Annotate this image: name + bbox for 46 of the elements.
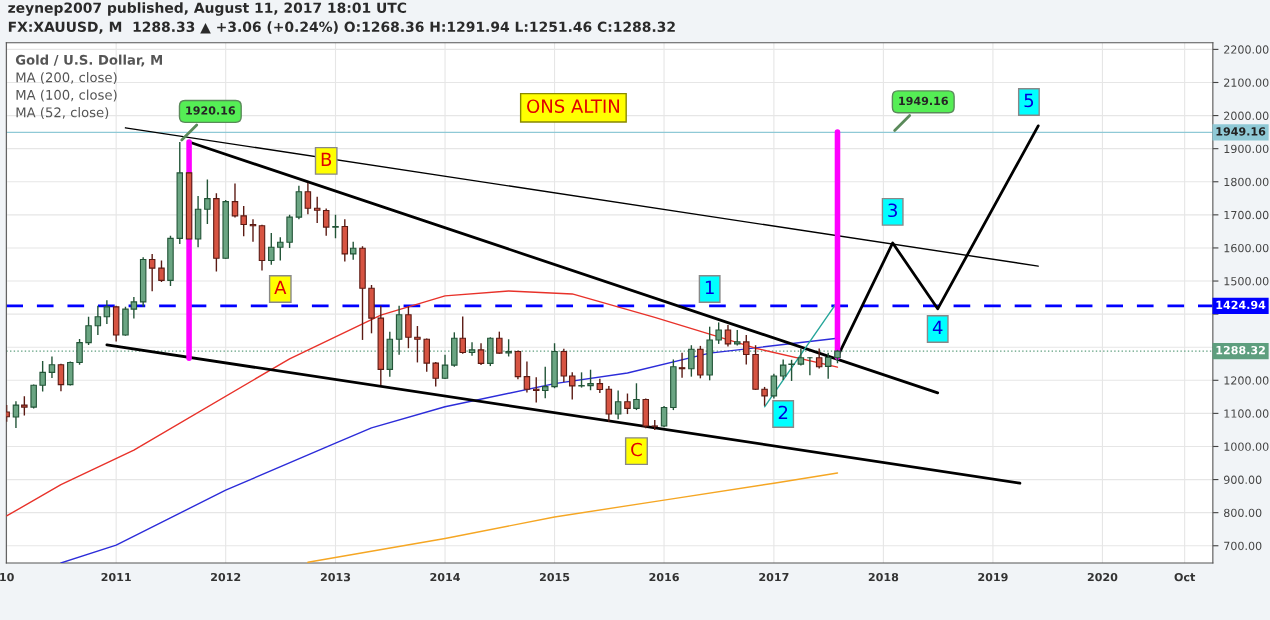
- x-tick-label: 2013: [320, 572, 351, 582]
- y-tick-label: 1900.00: [1224, 144, 1269, 154]
- annotation: 3: [888, 203, 897, 218]
- x-tick-label: 2015: [539, 572, 570, 582]
- ref-line-label: 1424.94: [1216, 300, 1266, 310]
- text: ONS ALTIN: [527, 99, 619, 114]
- annotation: 1949.16: [899, 96, 948, 106]
- x-tick-label: 2011: [101, 572, 131, 582]
- annotation: 1: [705, 280, 714, 294]
- y-tick-label: 2000.00: [1224, 111, 1269, 120]
- y-tick-label: 1500.00: [1224, 277, 1269, 286]
- y-tick-label: 1200.00: [1224, 376, 1269, 385]
- y-tick-label: 1000.00: [1224, 442, 1269, 451]
- x-tick-label: 10: [0, 572, 14, 582]
- y-tick-label: 700.00: [1224, 541, 1262, 551]
- x-tick-label: 2016: [649, 572, 679, 582]
- y-tick-label: 800.00: [1224, 508, 1262, 518]
- x-tick-label: 2019: [978, 572, 1008, 582]
- annotation: MA (200, close): [16, 72, 117, 84]
- annotation: MA (100, close): [16, 89, 117, 102]
- y-tick-label: 1600.00: [1224, 243, 1269, 253]
- ref-line-label: 1949.16: [1216, 127, 1266, 136]
- y-tick-label: 2100.00: [1224, 78, 1269, 87]
- x-tick-label: Oct: [1174, 572, 1196, 582]
- annotation: 5: [1024, 93, 1034, 108]
- y-tick-label: 900.00: [1223, 475, 1262, 484]
- y-tick-label: 2200.00: [1224, 45, 1269, 54]
- x-tick-label: 2018: [868, 572, 899, 582]
- annotation: Gold / U.S. Dollar, M: [15, 54, 162, 67]
- y-tick-label: 1700.00: [1224, 210, 1269, 220]
- x-tick-label: 2014: [430, 572, 460, 582]
- annotation: 2: [778, 405, 788, 420]
- text: zeynep2007 published, August 11, 2017 18:01 UTC: [8, 2, 407, 16]
- x-tick-label: 2012: [211, 572, 241, 582]
- annotation: MA (52, close): [16, 107, 109, 119]
- ref-line-label: 1288.32: [1216, 345, 1265, 355]
- x-tick-label: 2020: [1087, 572, 1118, 582]
- annotation: A: [274, 280, 287, 294]
- annotation: C: [631, 442, 642, 457]
- annotation: 4: [932, 320, 943, 334]
- annotation: B: [321, 152, 332, 166]
- x-tick-label: 2017: [759, 572, 789, 582]
- y-tick-label: 1100.00: [1224, 409, 1269, 418]
- annotation: 1920.16: [186, 106, 236, 115]
- y-tick-label: 1800.00: [1224, 177, 1269, 187]
- text: FX:XAUUSD, M 1288.33 ▲ +3.06 (+0.24%) O:1268.36 H:1291.94 L:1251.46 C:1288.32: [8, 21, 675, 34]
